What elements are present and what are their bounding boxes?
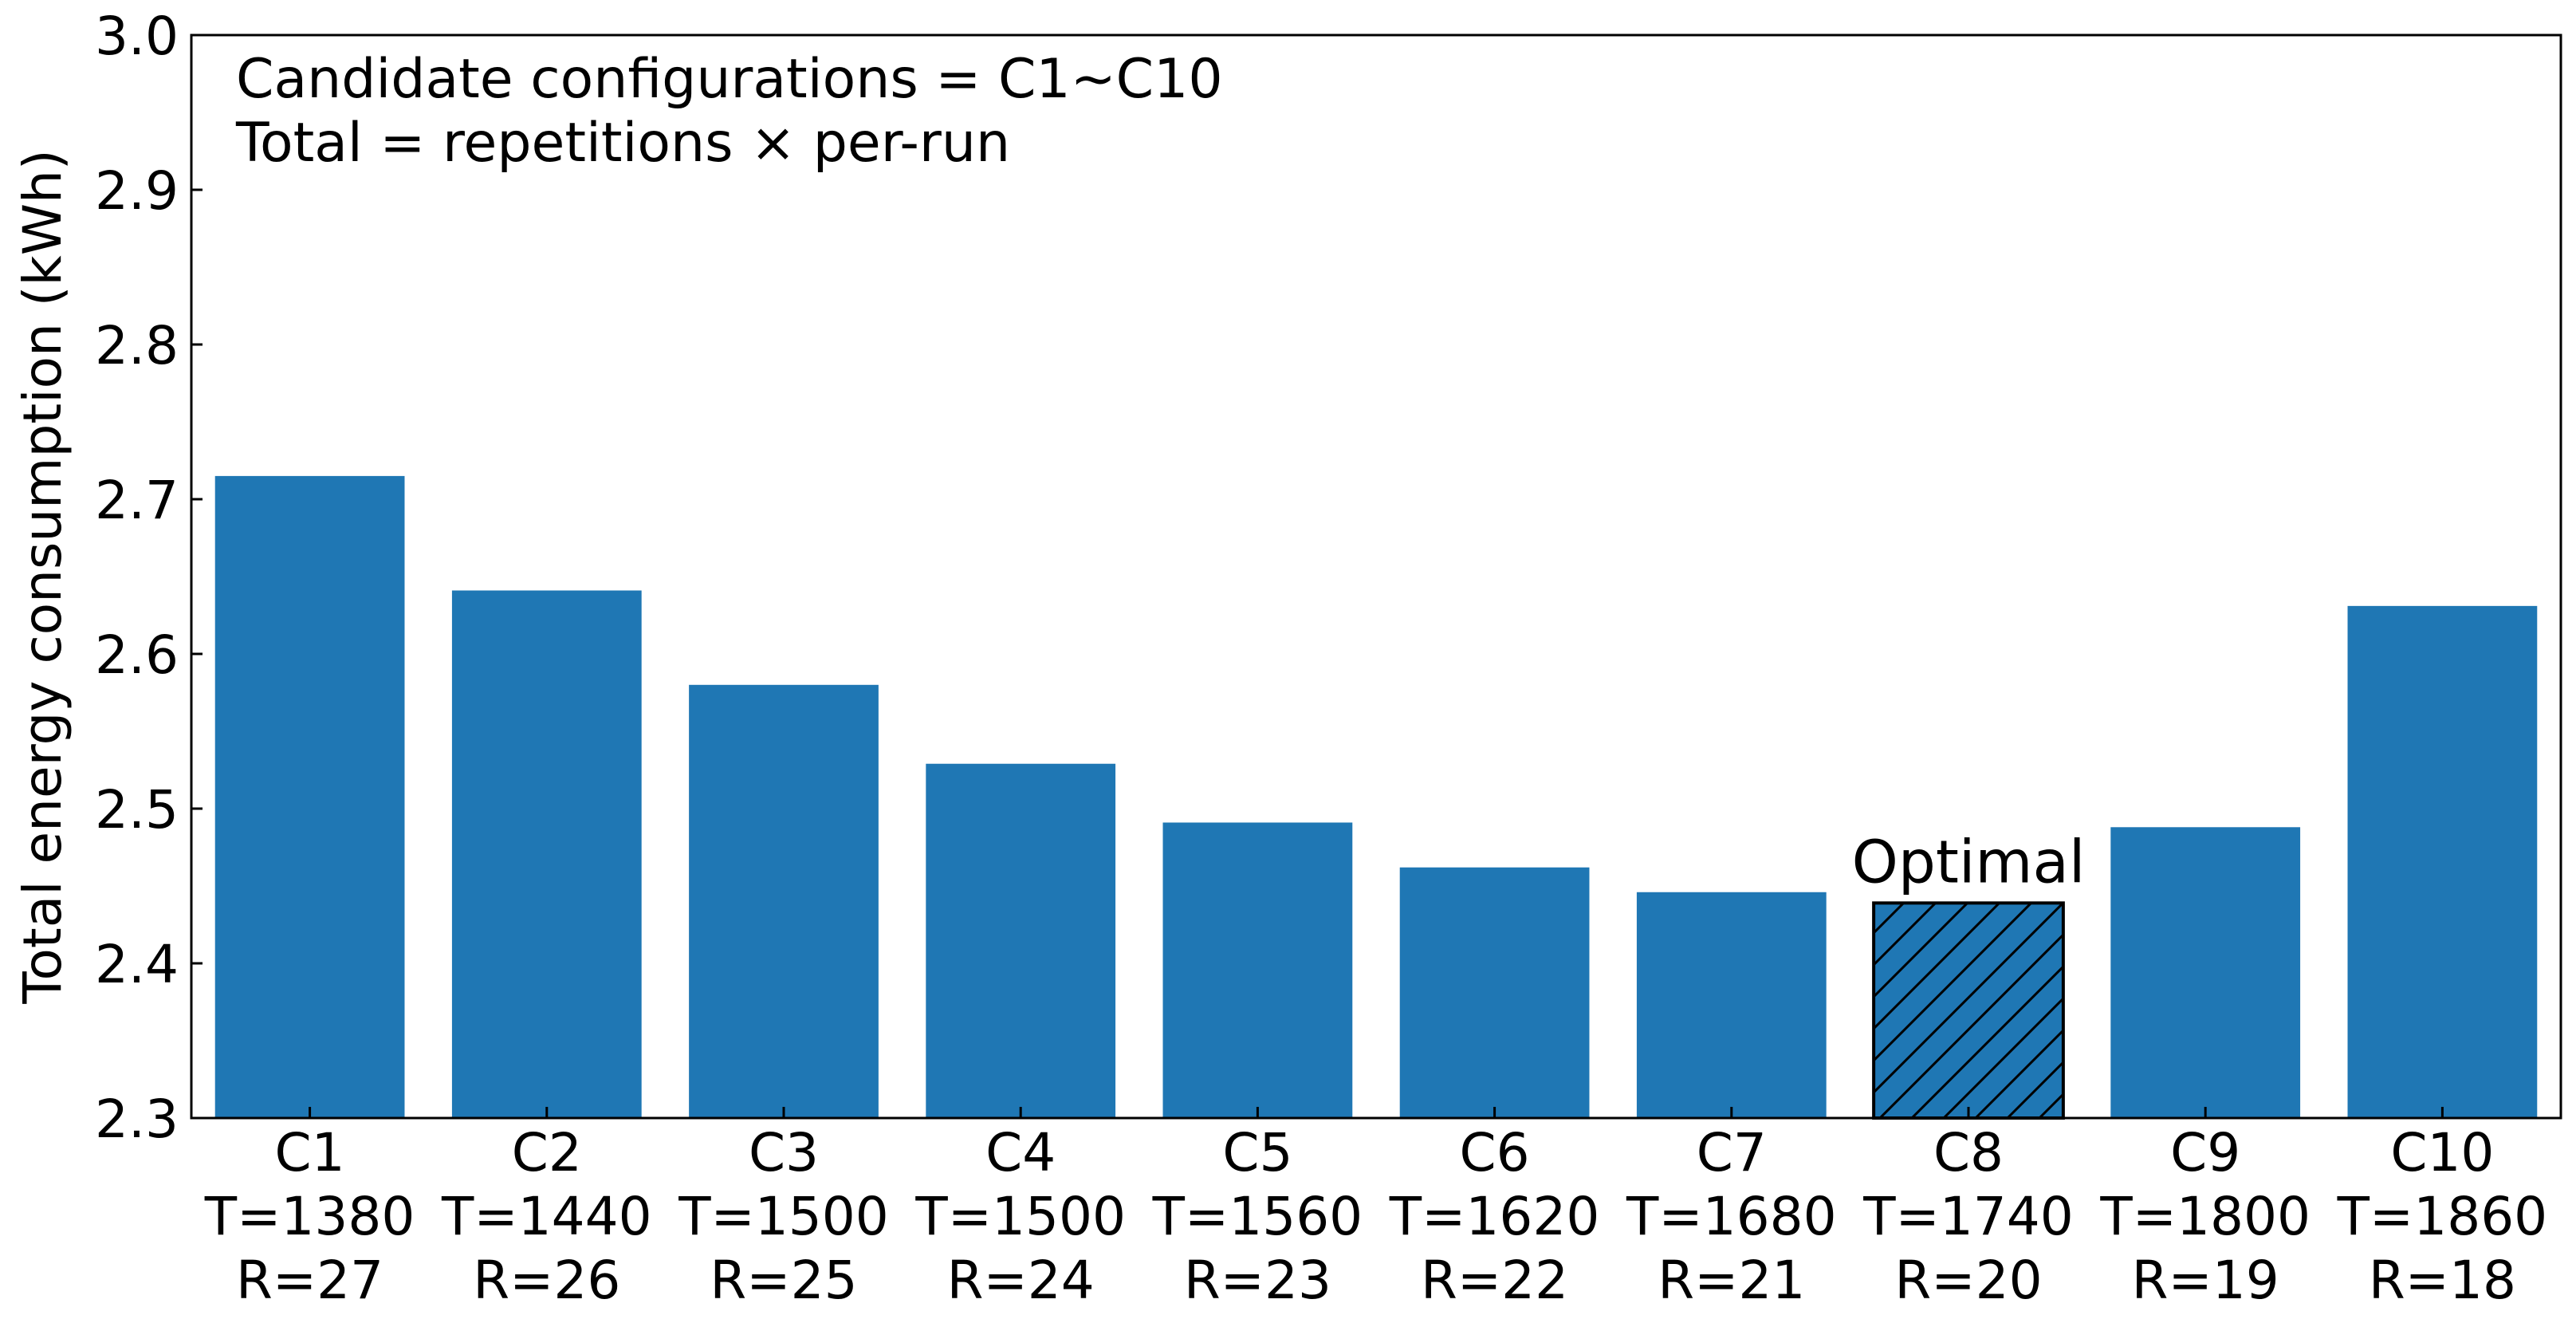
x-tick-sublabel-t: T=1740 [1862, 1186, 2074, 1247]
x-tick-sublabel-t: T=1860 [2337, 1186, 2548, 1247]
x-tick-sublabel-t: T=1500 [678, 1186, 889, 1247]
bar-c4 [926, 763, 1116, 1118]
x-tick-label: C9 [2170, 1122, 2240, 1183]
x-tick-label: C4 [985, 1122, 1056, 1183]
x-tick-sublabel-r: R=26 [473, 1250, 620, 1311]
y-tick-label: 2.3 [95, 1089, 179, 1150]
bar-c9 [2110, 827, 2301, 1118]
bar-hatch-overlay [1872, 901, 2065, 1120]
x-tick-label: C5 [1222, 1122, 1292, 1183]
annotation-text: Total = repetitions × per-run [235, 112, 1010, 175]
x-tick-sublabel-r: R=25 [710, 1250, 857, 1311]
bar-c3 [689, 684, 879, 1118]
bar-c1 [214, 475, 405, 1118]
bar-c10 [2347, 605, 2538, 1118]
optimal-label: Optimal [1852, 828, 2086, 896]
x-tick-sublabel-r: R=20 [1894, 1250, 2042, 1311]
plot-frame [190, 33, 2562, 1120]
x-tick-sublabel-t: T=1440 [441, 1186, 652, 1247]
axes-layer [190, 33, 2562, 1120]
x-tick-sublabel-t: T=1380 [204, 1186, 415, 1247]
x-tick-sublabel-r: R=22 [1421, 1250, 1568, 1311]
x-tick-label: C1 [275, 1122, 345, 1183]
x-tick-sublabel-t: T=1500 [914, 1186, 1126, 1247]
x-tick-sublabel-r: R=19 [2132, 1250, 2279, 1311]
x-tick-label: C7 [1697, 1122, 1767, 1183]
x-tick-label: C2 [512, 1122, 582, 1183]
x-tick-sublabel-r: R=23 [1184, 1250, 1331, 1311]
annotation-text: Candidate configurations = C1~C10 [236, 48, 1223, 111]
x-tick-sublabel-r: R=21 [1658, 1250, 1805, 1311]
x-tick-sublabel-t: T=1680 [1626, 1186, 1837, 1247]
y-tick-label: 2.6 [95, 624, 179, 686]
y-tick-label: 2.4 [95, 934, 179, 995]
y-tick-label: 2.5 [95, 779, 179, 841]
y-axis-label: Total energy consumption (kWh) [12, 149, 73, 1004]
x-tick-sublabel-r: R=27 [236, 1250, 383, 1311]
x-tick-label: C6 [1460, 1122, 1530, 1183]
x-tick-sublabel-t: T=1620 [1389, 1186, 1600, 1247]
x-tick-sublabel-r: R=18 [2369, 1250, 2516, 1311]
x-tick-sublabel-t: T=1560 [1152, 1186, 1363, 1247]
bar-c6 [1399, 867, 1590, 1118]
bar-c2 [451, 590, 642, 1118]
y-tick-label: 3.0 [95, 6, 179, 67]
y-tick-label: 2.7 [95, 470, 179, 531]
x-tick-label: C3 [749, 1122, 819, 1183]
x-tick-label: C8 [1933, 1122, 2004, 1183]
y-tick-label: 2.9 [95, 160, 179, 222]
x-tick-sublabel-t: T=1800 [2099, 1186, 2311, 1247]
labels-layer: C1T=1380R=27C2T=1440R=26C3T=1500R=25C4T=… [12, 6, 2547, 1311]
bar-c7 [1636, 892, 1827, 1118]
x-tick-sublabel-r: R=24 [947, 1250, 1095, 1311]
x-tick-label: C10 [2390, 1122, 2494, 1183]
bars-layer [214, 475, 2538, 1120]
bar-c5 [1162, 822, 1353, 1118]
y-tick-label: 2.8 [95, 315, 179, 376]
